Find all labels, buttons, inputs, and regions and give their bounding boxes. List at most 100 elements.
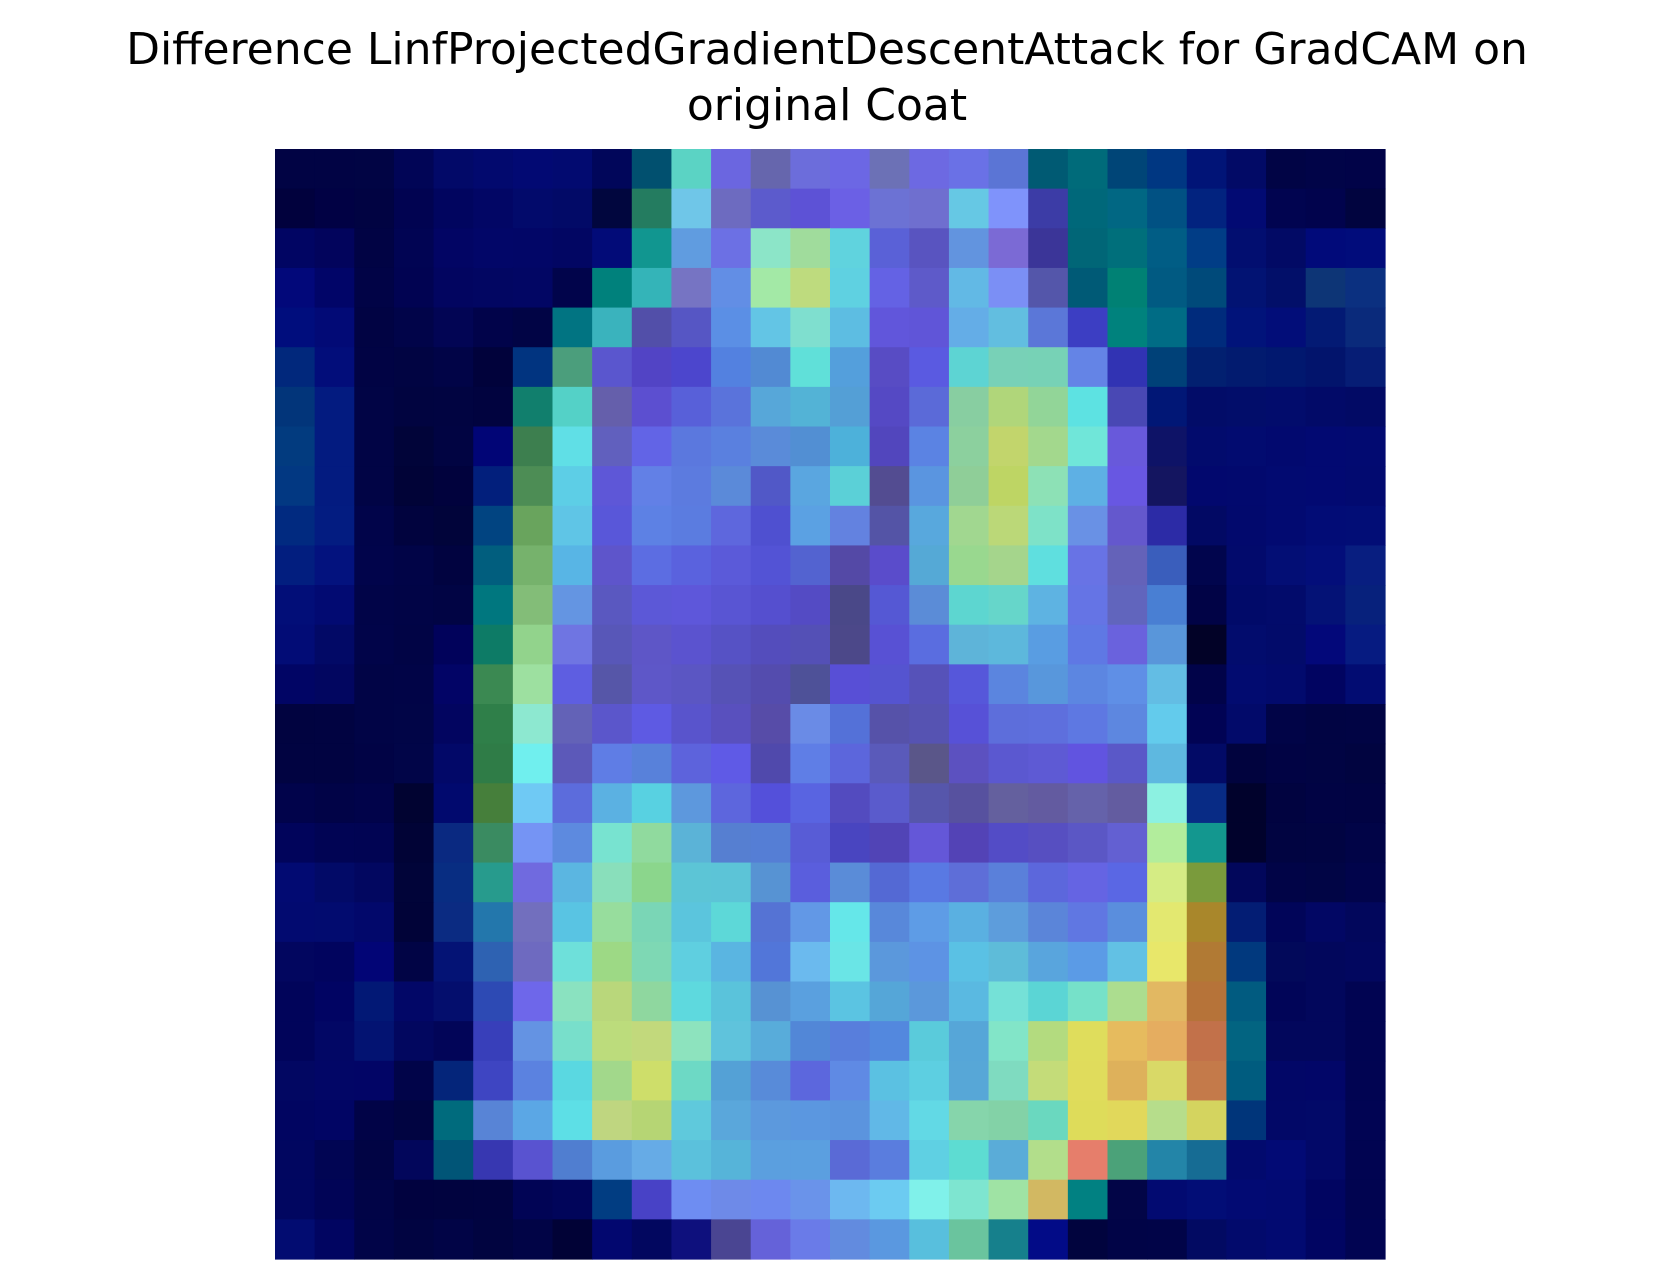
heatmap-cell — [592, 862, 633, 903]
heatmap-cell — [552, 149, 593, 190]
heatmap-cell — [592, 347, 633, 388]
heatmap-cell — [592, 704, 633, 745]
heatmap-cell — [1305, 624, 1346, 665]
heatmap-cell — [1186, 426, 1228, 467]
heatmap-cell — [314, 267, 355, 309]
heatmap-cell — [711, 664, 752, 705]
heatmap-cell — [631, 228, 673, 269]
heatmap-cell — [473, 228, 514, 269]
heatmap-cell — [473, 743, 514, 784]
heatmap-cell — [869, 347, 910, 388]
heatmap-cell — [512, 1219, 554, 1260]
heatmap-cell — [909, 188, 950, 229]
heatmap-cell — [869, 1021, 910, 1062]
heatmap-cell — [275, 902, 316, 943]
heatmap-cell — [1067, 1100, 1109, 1141]
heatmap-cell — [1028, 545, 1069, 586]
heatmap-cell — [512, 347, 554, 388]
heatmap-cell — [869, 822, 910, 864]
heatmap-cell — [512, 307, 554, 348]
heatmap-cell — [711, 347, 752, 388]
heatmap-cell — [1305, 704, 1346, 745]
heatmap-cell — [314, 188, 355, 229]
heatmap-cell — [433, 941, 474, 983]
heatmap-cell — [473, 1060, 514, 1102]
heatmap-cell — [1067, 585, 1109, 626]
heatmap-cell — [354, 1140, 395, 1181]
heatmap-cell — [275, 862, 316, 903]
heatmap-cell — [1028, 941, 1069, 983]
heatmap-cell — [988, 743, 1029, 784]
heatmap-cell — [275, 188, 316, 229]
heatmap-cell — [512, 1021, 554, 1062]
heatmap-cell — [1305, 981, 1346, 1022]
heatmap-cell — [512, 783, 554, 824]
heatmap-cell — [1028, 822, 1069, 864]
heatmap-cell — [1067, 822, 1109, 864]
heatmap-cell — [1067, 1179, 1109, 1220]
heatmap-cell — [909, 347, 950, 388]
heatmap-cell — [1266, 783, 1307, 824]
heatmap-cell — [631, 704, 673, 745]
heatmap-cell — [1028, 386, 1069, 428]
heatmap-cell — [1147, 1179, 1188, 1220]
heatmap-cell — [592, 426, 633, 467]
heatmap-cell — [393, 1179, 435, 1220]
heatmap-cell — [314, 307, 355, 348]
heatmap-cell — [275, 585, 316, 626]
heatmap-cell — [1028, 783, 1069, 824]
heatmap-cell — [1028, 664, 1069, 705]
heatmap-cell — [830, 1179, 871, 1220]
heatmap-cell — [1226, 585, 1267, 626]
heatmap-cell — [393, 1060, 435, 1102]
heatmap-cell — [1107, 505, 1148, 547]
heatmap-cell — [314, 941, 355, 983]
heatmap-cell — [275, 704, 316, 745]
heatmap-cell — [512, 228, 554, 269]
heatmap-cell — [552, 228, 593, 269]
heatmap-cell — [473, 149, 514, 190]
heatmap-cell — [1266, 1021, 1307, 1062]
heatmap-cell — [711, 704, 752, 745]
heatmap-cell — [1186, 585, 1228, 626]
heatmap-cell — [988, 981, 1029, 1022]
heatmap-cell — [869, 426, 910, 467]
heatmap-cell — [1067, 228, 1109, 269]
heatmap-cell — [275, 624, 316, 665]
heatmap-cell — [671, 307, 712, 348]
heatmap-cell — [909, 624, 950, 665]
heatmap-cell — [1067, 188, 1109, 229]
heatmap-cell — [869, 1219, 910, 1260]
heatmap-cell — [473, 545, 514, 586]
heatmap-cell — [393, 426, 435, 467]
heatmap-cell — [1107, 347, 1148, 388]
heatmap-cell — [631, 1100, 673, 1141]
heatmap-cell — [393, 902, 435, 943]
heatmap-cell — [750, 149, 791, 190]
heatmap-cell — [552, 862, 593, 903]
heatmap-cell — [1345, 545, 1386, 586]
heatmap-cell — [275, 347, 316, 388]
heatmap-cell — [1028, 1219, 1069, 1260]
heatmap-cell — [1345, 1021, 1386, 1062]
heatmap-cell — [869, 1179, 910, 1220]
heatmap-cell — [1067, 347, 1109, 388]
heatmap-cell — [552, 664, 593, 705]
heatmap-cell — [354, 585, 395, 626]
heatmap-cell — [1067, 466, 1109, 507]
heatmap-cell — [393, 307, 435, 348]
heatmap-cell — [354, 941, 395, 983]
heatmap-cell — [750, 743, 791, 784]
heatmap-cell — [393, 822, 435, 864]
heatmap-cell — [592, 466, 633, 507]
heatmap-cell — [988, 704, 1029, 745]
heatmap-cell — [592, 149, 633, 190]
heatmap-cell — [750, 466, 791, 507]
heatmap-cell — [1266, 386, 1307, 428]
heatmap-cell — [631, 664, 673, 705]
heatmap-cell — [473, 862, 514, 903]
heatmap-cell — [552, 505, 593, 547]
heatmap-cell — [790, 941, 831, 983]
heatmap-cell — [1186, 941, 1228, 983]
heatmap-cell — [988, 862, 1029, 903]
